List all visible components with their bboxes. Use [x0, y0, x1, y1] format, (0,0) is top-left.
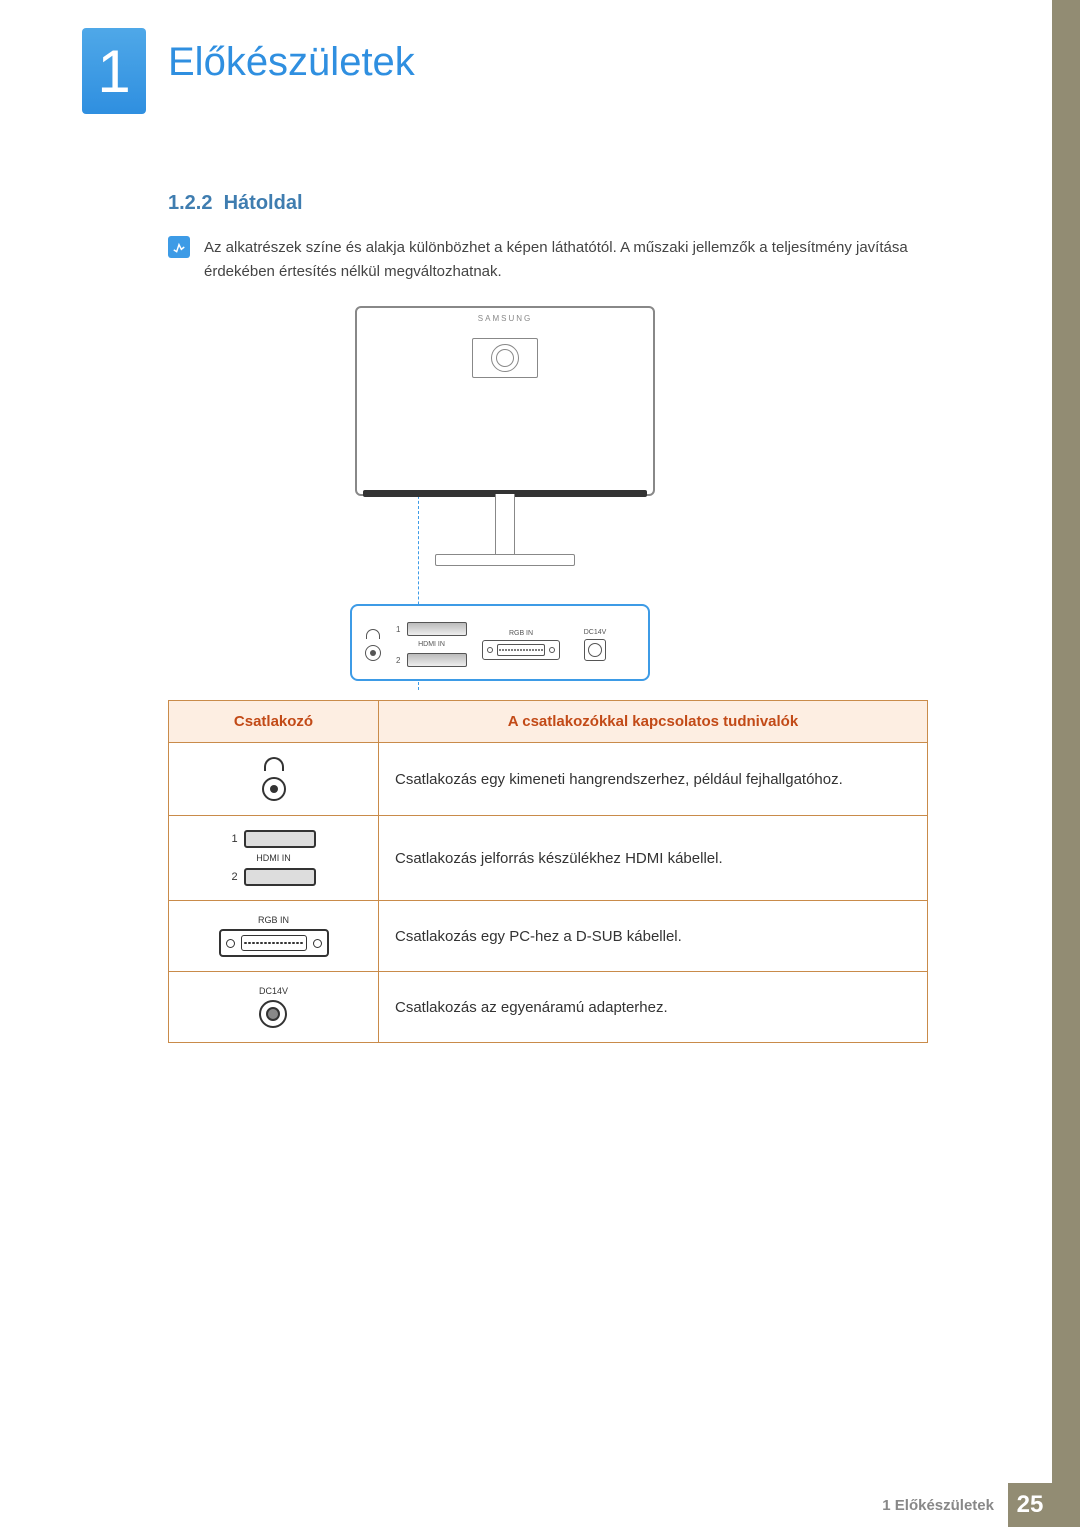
note-block: Az alkatrészek színe és alakja különbözh…: [168, 236, 948, 284]
monitor-brand: SAMSUNG: [357, 314, 653, 323]
monitor-rear-figure: SAMSUNG 1 HDMI IN 2 RGB IN: [350, 306, 660, 681]
dc-port-group: DC14V: [575, 629, 615, 661]
rgb-port-icon: [482, 640, 560, 660]
rgb-icon: RGB IN: [219, 915, 329, 957]
dc-icon-label: DC14V: [259, 986, 288, 996]
rgb-port-group: RGB IN: [479, 630, 563, 660]
hdmi-label: HDMI IN: [396, 641, 467, 648]
monitor-back-outline: SAMSUNG: [355, 306, 655, 496]
chapter-title: Előkészületek: [168, 40, 415, 85]
row-desc: Csatlakozás jelforrás készülékhez HDMI k…: [379, 816, 928, 901]
hdmi-port-2-icon: [407, 653, 467, 667]
hdmi-icon: 1 HDMI IN 2: [231, 830, 315, 886]
row-desc: Csatlakozás egy PC-hez a D-SUB kábellel.: [379, 901, 928, 972]
chapter-number: 1: [97, 37, 130, 106]
rgb-label: RGB IN: [479, 630, 563, 637]
table-row: Csatlakozás egy kimeneti hangrendszerhez…: [169, 743, 928, 816]
dc-label: DC14V: [575, 629, 615, 636]
page-footer: 1 Előkészületek 25: [0, 1483, 1080, 1527]
note-icon: [168, 236, 190, 258]
monitor-stand-base: [435, 554, 575, 566]
rgb-icon-label: RGB IN: [219, 915, 329, 925]
headphone-icon: [262, 757, 286, 801]
section-heading: 1.2.2 Hátoldal: [168, 192, 303, 215]
table-header-port: Csatlakozó: [169, 701, 379, 743]
hdmi-port-1-icon: [407, 622, 467, 636]
monitor-neck-mount: [472, 338, 538, 378]
dc-icon: DC14V: [259, 986, 288, 1028]
table-row: RGB IN Csatlakozás egy PC-hez a D-SUB ká…: [169, 901, 928, 972]
hdmi-num-2: 2: [396, 656, 404, 665]
hdmi-icon-label: HDMI IN: [231, 853, 315, 863]
side-stripe: [1052, 0, 1080, 1527]
table-row: 1 HDMI IN 2 Csatlakozás jelforrás készül…: [169, 816, 928, 901]
row-desc: Csatlakozás az egyenáramú adapterhez.: [379, 972, 928, 1043]
hdmi-num-1: 1: [396, 625, 404, 634]
chapter-number-badge: 1: [82, 28, 146, 114]
section-title: Hátoldal: [224, 192, 303, 214]
footer-chapter-label: 1 Előkészületek: [882, 1497, 1008, 1514]
port-panel-callout: 1 HDMI IN 2 RGB IN DC14V: [350, 604, 650, 681]
page-number: 25: [1008, 1483, 1052, 1527]
monitor-stand-neck: [495, 494, 515, 558]
section-number: 1.2.2: [168, 192, 212, 214]
dc-port-icon: [584, 639, 606, 661]
table-header-desc: A csatlakozókkal kapcsolatos tudnivalók: [379, 701, 928, 743]
headphone-port-icon: [362, 629, 384, 661]
row-desc: Csatlakozás egy kimeneti hangrendszerhez…: [379, 743, 928, 816]
table-row: DC14V Csatlakozás az egyenáramú adapterh…: [169, 972, 928, 1043]
ports-table: Csatlakozó A csatlakozókkal kapcsolatos …: [168, 700, 928, 1043]
note-text: Az alkatrészek színe és alakja különbözh…: [204, 236, 948, 284]
